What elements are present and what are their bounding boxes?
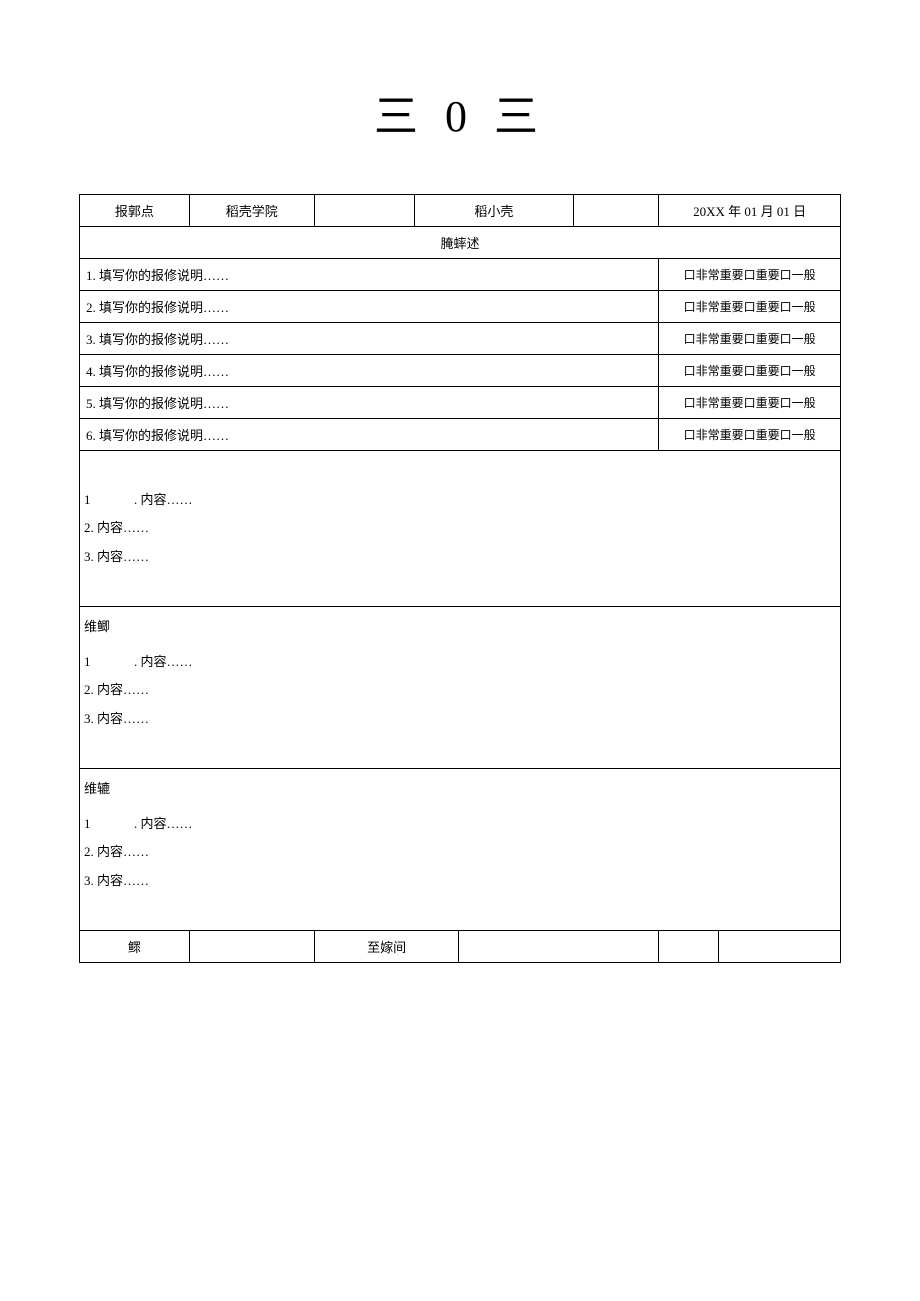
hdr-col2-label xyxy=(314,195,414,227)
content-line: 3. 内容…… xyxy=(84,867,836,896)
content-line: 3. 内容…… xyxy=(84,543,836,572)
hdr-col2-value: 稻小壳 xyxy=(414,195,574,227)
content-line xyxy=(84,895,836,924)
description-header: 腌蟀述 xyxy=(80,227,841,259)
footer-c3: 至嫁间 xyxy=(314,930,459,962)
item-options: 口非常重要口重要口一般 xyxy=(659,323,841,355)
footer-c4 xyxy=(459,930,659,962)
content-block-1: 1. 内容…… 2. 内容…… 3. 内容…… xyxy=(80,451,841,607)
table-row: 2. 填写你的报修说明…… 口非常重要口重要口一般 xyxy=(80,291,841,323)
content-line xyxy=(84,571,836,600)
footer-c1: 鳏 xyxy=(80,930,190,962)
table-row: 4. 填写你的报修说明…… 口非常重要口重要口一般 xyxy=(80,355,841,387)
content-line: 1. 内容…… xyxy=(84,486,836,515)
item-options: 口非常重要口重要口一般 xyxy=(659,291,841,323)
description-header-row: 腌蟀述 xyxy=(80,227,841,259)
content-line: 2. 内容…… xyxy=(84,676,836,705)
hdr-col1-value: 稻壳学院 xyxy=(189,195,314,227)
hdr-col3-value: 20XX 年 01 月 01 日 xyxy=(659,195,841,227)
content-line: 2. 内容…… xyxy=(84,838,836,867)
item-options: 口非常重要口重要口一般 xyxy=(659,259,841,291)
item-options: 口非常重要口重要口一般 xyxy=(659,419,841,451)
item-text: 3. 填写你的报修说明…… xyxy=(80,323,659,355)
item-text: 5. 填写你的报修说明…… xyxy=(80,387,659,419)
content-line: 3. 内容…… xyxy=(84,705,836,734)
hdr-col1-label: 报郭点 xyxy=(80,195,190,227)
content-block-2: 维鲫 1. 内容…… 2. 内容…… 3. 内容…… xyxy=(80,606,841,768)
item-options: 口非常重要口重要口一般 xyxy=(659,355,841,387)
content-line xyxy=(84,733,836,762)
section-label: 维鲫 xyxy=(84,613,836,642)
section-label: 维辘 xyxy=(84,775,836,804)
table-row: 6. 填写你的报修说明…… 口非常重要口重要口一般 xyxy=(80,419,841,451)
content-block-3: 维辘 1. 内容…… 2. 内容…… 3. 内容…… xyxy=(80,768,841,930)
table-row: 5. 填写你的报修说明…… 口非常重要口重要口一般 xyxy=(80,387,841,419)
content-line xyxy=(84,457,836,486)
item-text: 1. 填写你的报修说明…… xyxy=(80,259,659,291)
table-row: 3. 填写你的报修说明…… 口非常重要口重要口一般 xyxy=(80,323,841,355)
content-line: 2. 内容…… xyxy=(84,514,836,543)
hdr-col3-label xyxy=(574,195,659,227)
footer-c5 xyxy=(659,930,719,962)
item-text: 6. 填写你的报修说明…… xyxy=(80,419,659,451)
table-row: 1. 填写你的报修说明…… 口非常重要口重要口一般 xyxy=(80,259,841,291)
footer-c2 xyxy=(189,930,314,962)
content-line: 1. 内容…… xyxy=(84,648,836,677)
form-table: 报郭点 稻壳学院 稻小壳 20XX 年 01 月 01 日 腌蟀述 1. 填写你… xyxy=(79,194,841,963)
item-options: 口非常重要口重要口一般 xyxy=(659,387,841,419)
page-title: 三 0 三 xyxy=(0,80,920,144)
header-row: 报郭点 稻壳学院 稻小壳 20XX 年 01 月 01 日 xyxy=(80,195,841,227)
footer-c6 xyxy=(719,930,841,962)
item-text: 2. 填写你的报修说明…… xyxy=(80,291,659,323)
item-text: 4. 填写你的报修说明…… xyxy=(80,355,659,387)
footer-row: 鳏 至嫁间 xyxy=(80,930,841,962)
content-line: 1. 内容…… xyxy=(84,810,836,839)
